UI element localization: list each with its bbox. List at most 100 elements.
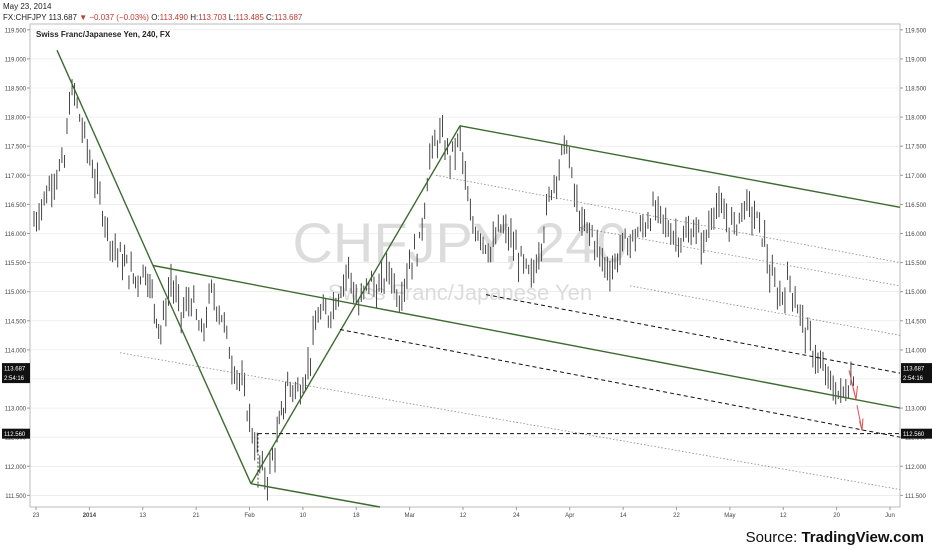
pitchfork-handle	[152, 265, 252, 485]
y-tick-label: 117.500	[5, 145, 27, 151]
y-tick-label: 116.500	[5, 203, 27, 209]
x-tick-label: 18	[353, 513, 360, 519]
price-marker	[2, 428, 30, 439]
y-tick-label: 115.500	[905, 261, 927, 267]
y-tick-label: 117.000	[5, 174, 27, 180]
y-tick-label: 112.000	[5, 465, 27, 471]
price-marker-label: 112.560	[4, 432, 26, 438]
channel-line	[459, 125, 901, 208]
symbol-label: FX:CHFJPY	[3, 13, 47, 22]
dashed-channel	[485, 294, 901, 374]
candlestick-series	[33, 79, 854, 501]
parallel-line	[579, 227, 901, 287]
watermark: CHFJPY, 240 Swiss Franc/Japanese Yen	[292, 211, 627, 305]
price-marker-time: 2:54:16	[903, 376, 924, 382]
arrow-head	[855, 385, 858, 400]
source-prefix: Source:	[745, 529, 802, 546]
x-tick-label: Jun	[885, 513, 895, 519]
x-tick-label: 23	[33, 513, 40, 519]
chart-date: May 23, 2014	[3, 2, 52, 11]
x-tick-label: 12	[780, 513, 787, 519]
channel-line	[250, 483, 381, 508]
high-value: 113.703	[198, 13, 227, 22]
arrow-head	[859, 420, 863, 431]
y-tick-label: 116.000	[5, 232, 27, 238]
open-value: 113.490	[159, 13, 188, 22]
low-label: L:	[228, 13, 236, 22]
y-tick-label: 114.000	[905, 348, 927, 354]
y-tick-label: 116.000	[905, 232, 927, 238]
x-axis: 23 2014 13 21 Feb 10 18 Mar 12 24 Apr 14 22 May 12 20 Ju…	[33, 507, 895, 519]
price-marker-time: 2:54:16	[4, 376, 25, 382]
y-tick-label: 113.000	[905, 407, 927, 413]
y-axis-right: 119.500 119.000 118.500 118.000 117.500 117.0…	[900, 28, 932, 500]
y-tick-label: 113.000	[5, 407, 27, 413]
y-tick-label: 117.000	[905, 174, 927, 180]
y-tick-label: 115.500	[5, 261, 27, 267]
x-tick-label: Mar	[404, 513, 414, 519]
watermark-symbol: CHFJPY, 240	[292, 211, 627, 274]
chart-title: Swiss Franc/Japanese Yen, 240, FX	[36, 30, 171, 39]
arrow-head	[852, 387, 857, 400]
y-tick-label: 114.500	[5, 319, 27, 325]
y-tick-label: 119.500	[5, 28, 27, 34]
y-tick-label: 115.000	[5, 290, 27, 296]
x-tick-label: 24	[513, 513, 520, 519]
y-axis-left: 119.500 119.000 118.500 118.000 117.500 117.0…	[2, 28, 30, 500]
y-tick-label: 118.500	[5, 87, 27, 93]
y-tick-label: 117.500	[905, 145, 927, 151]
parallel-line	[435, 174, 901, 263]
close-label: C:	[266, 13, 275, 22]
x-tick-label: 20	[833, 513, 840, 519]
x-tick-label: 14	[620, 513, 627, 519]
y-tick-label: 116.500	[905, 203, 927, 209]
x-tick-label: 21	[193, 513, 200, 519]
quote-bar: FX:CHFJPY 113.687 ▼ −0.037 (−0.03%) O:11…	[3, 13, 302, 22]
y-tick-label: 111.500	[905, 494, 926, 500]
price-marker-label: 113.687	[4, 367, 26, 373]
x-tick-label: Feb	[244, 513, 255, 519]
price-marker-label: 112.560	[903, 432, 925, 438]
arrow-head	[861, 418, 864, 431]
x-tick-label: May	[724, 513, 735, 519]
price-marker	[901, 363, 932, 384]
price-marker-label: 113.687	[903, 367, 925, 373]
y-tick-label: 118.000	[905, 116, 927, 122]
y-tick-label: 118.500	[905, 87, 927, 93]
x-tick-label: Apr	[565, 513, 574, 519]
source-credit: Source: TradingView.com	[746, 529, 924, 546]
close-value: 113.687	[274, 13, 303, 22]
high-label: H:	[190, 13, 199, 22]
y-tick-label: 111.500	[5, 494, 26, 500]
pitchfork-handle	[56, 49, 154, 266]
low-value: 113.485	[235, 13, 264, 22]
channel-line	[152, 264, 901, 409]
watermark-name: Swiss Franc/Japanese Yen	[328, 280, 592, 305]
y-tick-label: 119.500	[905, 28, 927, 34]
x-tick-label: 13	[139, 513, 146, 519]
x-tick-label: 12	[460, 513, 467, 519]
y-tick-label: 114.000	[5, 348, 27, 354]
trend-drawings	[56, 49, 901, 508]
parallel-line	[629, 285, 901, 336]
y-tick-label: 112.000	[905, 465, 927, 471]
y-tick-label: 118.000	[5, 116, 27, 122]
y-tick-label: 119.000	[905, 57, 927, 63]
price-change: −0.037 (−0.03%)	[89, 13, 149, 22]
price-marker	[901, 428, 932, 439]
dashed-channel	[339, 329, 901, 438]
median-line	[119, 352, 901, 490]
price-marker	[2, 363, 30, 384]
x-tick-label: 10	[300, 513, 307, 519]
y-tick-label: 119.000	[5, 57, 27, 63]
open-label: O:	[151, 13, 160, 22]
y-tick-label: 114.500	[905, 319, 927, 325]
plot-area	[29, 23, 901, 508]
last-price: 113.687	[48, 13, 77, 22]
down-triangle-icon: ▼	[79, 13, 88, 22]
x-tick-label: 22	[673, 513, 680, 519]
y-tick-label: 115.000	[905, 290, 927, 296]
x-tick-label: 2014	[83, 513, 97, 519]
